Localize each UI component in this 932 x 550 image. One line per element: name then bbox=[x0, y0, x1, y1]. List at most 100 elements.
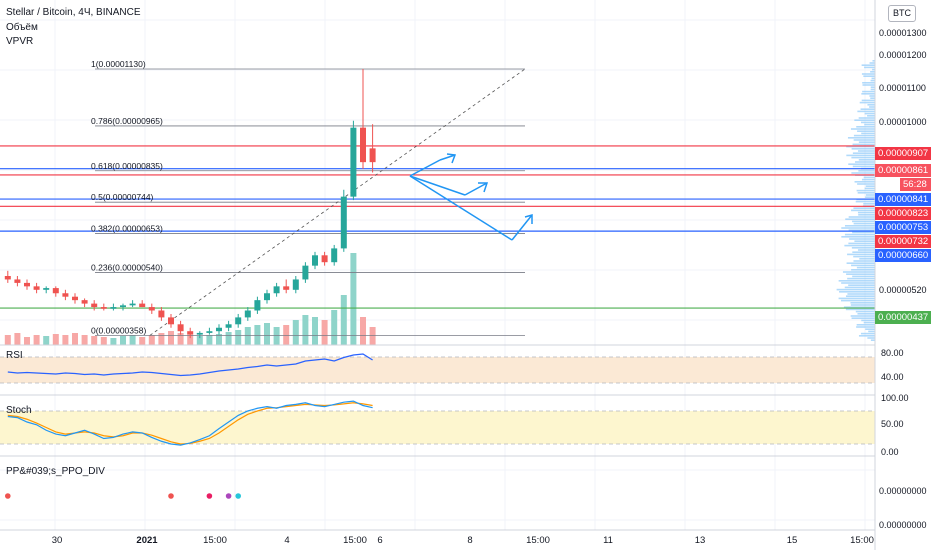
stoch-tick: 0.00 bbox=[881, 447, 899, 457]
candle-body bbox=[235, 317, 242, 325]
candle-body bbox=[24, 282, 30, 287]
price-tick: 0.00000000 bbox=[879, 520, 927, 530]
price-label: 0.00000660 bbox=[875, 249, 931, 262]
candle-body bbox=[292, 279, 299, 290]
candle-body bbox=[72, 296, 78, 301]
fib-retracement[interactable]: 1(0.00001130) 0.786(0.00000965) 0.618(0.00… bbox=[91, 59, 526, 336]
vpvr-bar bbox=[838, 297, 875, 300]
vpvr-bar bbox=[862, 82, 875, 84]
stoch-k-line bbox=[7, 400, 373, 446]
candle-body bbox=[244, 310, 251, 318]
vpvr-bar bbox=[844, 233, 875, 236]
vpvr-bar bbox=[853, 222, 875, 225]
candle-body bbox=[264, 293, 270, 301]
vpvr-bar bbox=[857, 313, 875, 315]
vpvr-bar bbox=[860, 108, 875, 110]
vpvr-bar bbox=[865, 185, 875, 187]
candle-body bbox=[177, 324, 184, 332]
vpvr-bar bbox=[842, 271, 875, 273]
vpvr-bar bbox=[856, 324, 875, 326]
candles bbox=[4, 69, 376, 339]
vpvr-bar bbox=[847, 137, 875, 139]
arrow-line bbox=[439, 154, 456, 161]
candle-body bbox=[100, 307, 107, 309]
candle-body bbox=[187, 331, 194, 335]
volume-bar bbox=[360, 317, 366, 345]
vpvr-bar bbox=[859, 101, 875, 104]
vpvr-bar bbox=[851, 317, 875, 319]
arrow-line bbox=[464, 182, 488, 196]
price-tick: 0.00000520 bbox=[879, 285, 927, 295]
ppo-name: PP&#039;s_PPO_DIV bbox=[6, 466, 105, 477]
vpvr-bar bbox=[856, 326, 875, 328]
time-tick: 2021 bbox=[136, 535, 158, 546]
vpvr-bar bbox=[870, 97, 875, 99]
price-label: 0.00000732 bbox=[875, 235, 931, 248]
vpvr-bar bbox=[863, 321, 875, 324]
fib-label: 1(0.00001130) bbox=[91, 59, 146, 69]
vpvr-bar bbox=[856, 189, 875, 192]
vpvr-bar bbox=[861, 178, 875, 181]
candle-body bbox=[110, 307, 117, 309]
vpvr-bar bbox=[853, 139, 875, 141]
vpvr-bar bbox=[850, 302, 875, 304]
vpvr-bar bbox=[865, 196, 875, 198]
vpvr-bar bbox=[872, 68, 875, 71]
vpvr-bar bbox=[852, 231, 875, 234]
vpvr-bar bbox=[861, 93, 875, 95]
vpvr-bar bbox=[857, 249, 875, 251]
symbol-title[interactable]: Stellar / Bitcoin, 4Ч, BINANCE bbox=[6, 7, 141, 18]
vpvr-bar bbox=[858, 141, 875, 143]
candle-body bbox=[369, 148, 376, 163]
price-label: 0.00000823 bbox=[875, 207, 931, 220]
vpvr-bar bbox=[858, 214, 875, 216]
vpvr-bar bbox=[851, 247, 875, 249]
vpvr-legend[interactable]: VPVR bbox=[6, 36, 34, 47]
vpvr-bar bbox=[851, 148, 875, 150]
candle-body bbox=[33, 286, 40, 290]
stoch-pane: Stoch bbox=[0, 400, 875, 446]
vpvr-bar bbox=[858, 117, 875, 119]
volume-bar bbox=[187, 335, 194, 345]
vpvr-bar bbox=[854, 240, 875, 242]
currency-button[interactable]: BTC bbox=[888, 5, 916, 22]
vpvr-bar bbox=[861, 132, 875, 135]
volume-bar bbox=[331, 310, 338, 345]
price-axis[interactable]: 0.00001300 0.00001200 0.00001100 0.00001000… bbox=[874, 0, 932, 550]
vpvr-bar bbox=[863, 203, 875, 205]
candle-body bbox=[225, 324, 232, 328]
stoch-tick: 50.00 bbox=[881, 419, 904, 429]
fib-label: 0.382(0.00000653) bbox=[91, 224, 163, 234]
volume-bar bbox=[168, 331, 174, 345]
volume-bar bbox=[62, 335, 69, 345]
vpvr-bar bbox=[843, 306, 875, 308]
candle-body bbox=[91, 303, 98, 308]
time-axis[interactable]: 30 2021 15:00 4 15:00 6 8 15:00 11 13 15 15:00 bbox=[52, 535, 874, 546]
vpvr-bar bbox=[847, 253, 875, 256]
projection-arrows[interactable] bbox=[409, 153, 533, 241]
vpvr-bar bbox=[860, 121, 875, 124]
vpvr-bar bbox=[867, 104, 875, 106]
vpvr-bar bbox=[852, 152, 875, 154]
vpvr-bar bbox=[853, 134, 875, 137]
candle-body bbox=[129, 303, 136, 306]
vpvr-bar bbox=[869, 62, 875, 64]
arrow-head bbox=[478, 182, 489, 193]
volume-bar bbox=[158, 333, 165, 345]
vpvr-bar bbox=[846, 145, 875, 148]
arrow-line bbox=[511, 214, 533, 241]
time-tick: 11 bbox=[603, 535, 613, 546]
vpvr-bar bbox=[850, 128, 875, 130]
candle-body bbox=[321, 255, 328, 263]
fib-trend-line bbox=[149, 68, 526, 336]
volume-legend[interactable]: Объём bbox=[6, 22, 38, 33]
price-label: 0.00000841 bbox=[875, 193, 931, 206]
vpvr-bar bbox=[870, 339, 875, 341]
volume-bar bbox=[340, 295, 347, 345]
vpvr-bar bbox=[852, 251, 875, 253]
volume-bar bbox=[369, 327, 376, 345]
vpvr-bar bbox=[854, 119, 875, 121]
vpvr-bar bbox=[848, 216, 875, 218]
ppo-marker bbox=[168, 493, 174, 499]
